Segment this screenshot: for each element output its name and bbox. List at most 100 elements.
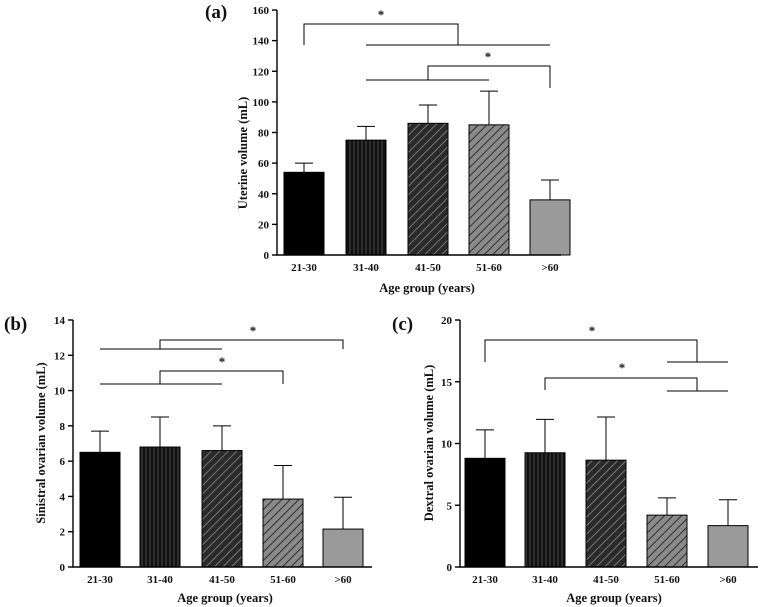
significance-star-2: *: [619, 360, 626, 375]
category-label: 21-30: [472, 574, 498, 586]
bar-31-40: [345, 139, 387, 256]
panel-label-b: (b): [4, 314, 27, 335]
error-bar-31-40: [536, 418, 554, 453]
category-labels: 21-30 31-40 41-50 51-60 >60: [291, 262, 559, 274]
y-tick-label: 4: [60, 491, 66, 503]
bar->60: [322, 528, 364, 568]
significance-star-1: *: [378, 7, 385, 22]
y-tick-label: 8: [60, 421, 66, 433]
x-axis-label: Age group (years): [379, 281, 475, 295]
y-tick-label: 6: [60, 456, 66, 468]
bracket-1: [303, 23, 550, 46]
significance-star-1: *: [589, 323, 596, 338]
bars: [79, 416, 364, 568]
bar-31-40: [524, 452, 566, 568]
error-bar-41-50: [597, 416, 615, 461]
y-tick-label: 60: [258, 158, 270, 170]
category-label: 51-60: [270, 574, 296, 586]
bar->60: [529, 199, 571, 256]
error-bar-21-30: [476, 429, 494, 459]
significance-star-2: *: [219, 354, 226, 369]
panel-label-a: (a): [205, 2, 227, 23]
error-bar->60: [719, 499, 737, 526]
y-tick-label: 0: [264, 250, 270, 262]
bar-51-60: [262, 498, 304, 568]
category-labels: 21-30 31-40 41-50 51-60 >60: [472, 574, 737, 586]
category-label: 31-40: [532, 574, 558, 586]
bracket-1: [100, 339, 344, 350]
category-labels: 21-30 31-40 41-50 51-60 >60: [87, 574, 352, 586]
error-bar->60: [334, 496, 352, 530]
bar-21-30: [283, 171, 325, 256]
y-tick-label: 20: [441, 315, 453, 327]
category-label: >60: [334, 574, 352, 586]
error-bar-31-40: [151, 416, 169, 448]
y-tick-label: 20: [258, 219, 270, 231]
x-axis-label: Age group (years): [177, 591, 273, 605]
category-label: 31-40: [147, 574, 173, 586]
y-tick-label: 12: [54, 350, 66, 362]
bars: [283, 90, 571, 256]
category-label: 21-30: [87, 574, 113, 586]
error-bar-41-50: [213, 425, 231, 451]
category-label: 21-30: [291, 262, 317, 274]
y-tick-label: 100: [253, 97, 270, 109]
category-label: >60: [719, 574, 737, 586]
panel-label-c: (c): [392, 314, 413, 335]
y-tick-label: 14: [54, 315, 66, 327]
bar-51-60: [468, 124, 510, 256]
error-bar-21-30: [295, 162, 313, 173]
error-bar->60: [541, 179, 559, 200]
category-label: 41-50: [415, 262, 441, 274]
y-tick-label: 80: [258, 128, 270, 140]
y-axis-label: Dextral ovarian volume (mL): [422, 365, 436, 522]
category-label: 51-60: [476, 262, 502, 274]
significance-star-2: *: [485, 49, 492, 64]
bracket-1: [484, 339, 728, 363]
error-bar-31-40: [357, 125, 375, 141]
bars: [464, 416, 749, 568]
significance-brackets: * *: [303, 7, 551, 88]
y-tick-label: 10: [441, 439, 453, 451]
y-tick-label: 40: [258, 189, 270, 201]
bracket-2: [100, 370, 284, 385]
bracket-2: [366, 65, 551, 88]
y-tick-label: 160: [253, 5, 270, 17]
error-bar-51-60: [658, 497, 676, 516]
panel-a: (a) Uterine volume (mL) Age group (years…: [205, 2, 571, 295]
axes: [72, 320, 372, 568]
error-bar-51-60: [480, 90, 498, 125]
category-label: 41-50: [593, 574, 619, 586]
y-axis-label: Sinistral ovarian volume (mL): [34, 362, 48, 523]
significance-brackets: * *: [100, 323, 344, 385]
y-tick-label: 120: [253, 66, 270, 78]
y-tick-label: 140: [253, 36, 270, 48]
bar-41-50: [201, 450, 243, 568]
error-bar-41-50: [419, 104, 437, 124]
significance-star-1: *: [250, 323, 257, 338]
bracket-2: [544, 377, 728, 392]
y-ticks: 0 5 10 15 20: [441, 315, 460, 574]
y-tick-label: 15: [441, 377, 453, 389]
y-tick-label: 5: [447, 500, 453, 512]
bar-41-50: [585, 459, 627, 568]
panel-c: (c) Dextral ovarian volume (mL) Age grou…: [392, 314, 758, 605]
y-tick-label: 0: [447, 562, 453, 574]
category-label: 41-50: [209, 574, 235, 586]
significance-brackets: * *: [484, 323, 728, 392]
bar-51-60: [646, 514, 688, 568]
bar-21-30: [79, 451, 121, 568]
y-tick-label: 0: [60, 562, 66, 574]
bar-41-50: [407, 122, 449, 256]
y-axis-label: Uterine volume (mL): [236, 97, 250, 209]
y-ticks: 0 2 4 6 8 10 12 14: [54, 315, 73, 574]
category-label: 51-60: [654, 574, 680, 586]
y-ticks: 0 20 40 60 80 100 120 140 160: [253, 5, 277, 262]
panel-b: (b) Sinistral ovarian volume (mL) Age gr…: [4, 314, 372, 605]
error-bar-51-60: [274, 465, 292, 500]
y-tick-label: 10: [54, 386, 66, 398]
x-axis-label: Age group (years): [566, 591, 662, 605]
error-bar-21-30: [91, 430, 109, 453]
bar->60: [707, 525, 749, 568]
